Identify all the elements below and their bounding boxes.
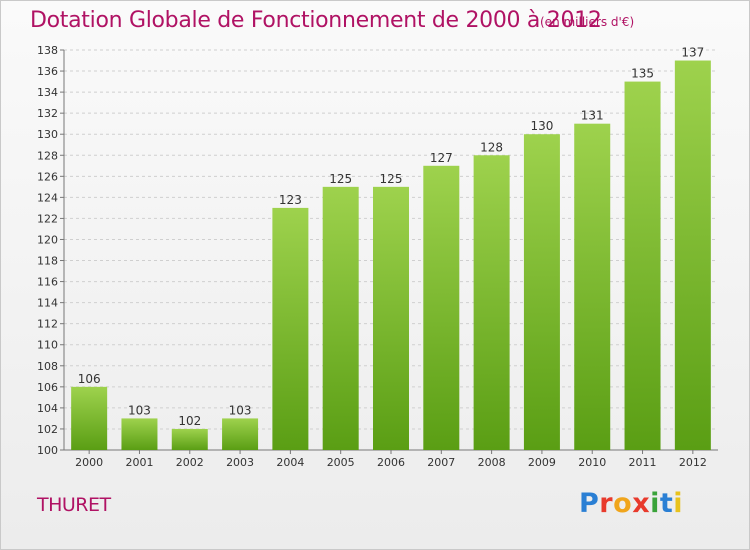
value-label-2011: 135 [631,67,654,81]
y-tick-label: 100 [37,444,58,457]
logo-letter: t [659,488,674,519]
value-label-2010: 131 [581,109,604,123]
bar-2005 [322,186,359,450]
value-label-2000: 106 [78,372,101,386]
value-label-2003: 103 [229,403,252,417]
value-label-2007: 127 [430,151,453,165]
value-label-2002: 102 [178,414,201,428]
bar-2010 [574,123,611,451]
logo-letter: i [673,488,684,519]
y-tick-label: 134 [37,86,58,99]
y-tick-label: 124 [37,191,58,204]
x-tick-label-2001: 2001 [125,456,153,469]
y-tick-label: 112 [37,318,58,331]
x-tick-label-2000: 2000 [75,456,103,469]
value-label-2012: 137 [681,46,704,60]
value-label-2006: 125 [380,172,403,186]
y-tick-label: 106 [37,381,58,394]
x-tick-label-2005: 2005 [327,456,355,469]
bar-2011 [624,81,661,450]
bar-2009 [523,134,560,451]
bar-2012 [674,60,711,451]
y-tick-label: 118 [37,255,58,268]
bar-2008 [473,155,510,450]
y-tick-label: 130 [37,128,58,141]
bar-2002 [171,428,208,450]
y-tick-label: 128 [37,149,58,162]
x-tick-label-2003: 2003 [226,456,254,469]
y-tick-label: 126 [37,170,58,183]
value-label-2008: 128 [480,140,503,154]
x-tick-label-2009: 2009 [528,456,556,469]
x-tick-label-2002: 2002 [176,456,204,469]
bar-2001 [121,418,158,450]
logo-letter: P [579,488,600,519]
value-label-2009: 130 [530,119,553,133]
y-tick-label: 110 [37,339,58,352]
logo-letter: i [650,488,660,519]
y-tick-label: 138 [37,44,58,57]
chart-unit: (en milliers d'€) [540,15,635,29]
value-label-2004: 123 [279,193,302,207]
x-tick-label-2012: 2012 [679,456,707,469]
logo-letter: o [613,488,633,519]
bar-2007 [423,165,460,450]
y-tick-label: 108 [37,360,58,373]
y-tick-label: 116 [37,276,58,289]
y-tick-label: 104 [37,402,58,415]
y-tick-label: 120 [37,233,58,246]
y-tick-label: 114 [37,297,58,310]
value-label-2001: 103 [128,403,151,417]
y-tick-label: 102 [37,423,58,436]
chart-title: Dotation Globale de Fonctionnement de 20… [30,8,602,33]
bar-2004 [272,207,309,450]
logo-letter: r [599,488,614,519]
y-tick-label: 132 [37,107,58,120]
x-tick-label-2006: 2006 [377,456,405,469]
x-tick-label-2010: 2010 [578,456,606,469]
y-tick-label: 122 [37,212,58,225]
proxiti-logo[interactable]: Proxiti [579,488,683,519]
commune-name: THURET [37,494,111,516]
value-label-2005: 125 [329,172,352,186]
x-tick-label-2008: 2008 [478,456,506,469]
x-tick-label-2011: 2011 [629,456,657,469]
logo-letter: x [632,488,651,519]
bar-2006 [373,186,409,450]
y-tick-label: 136 [37,65,58,78]
x-tick-label-2007: 2007 [427,456,455,469]
bar-2003 [222,418,259,450]
bar-2000 [71,386,108,450]
x-tick-label-2004: 2004 [276,456,304,469]
